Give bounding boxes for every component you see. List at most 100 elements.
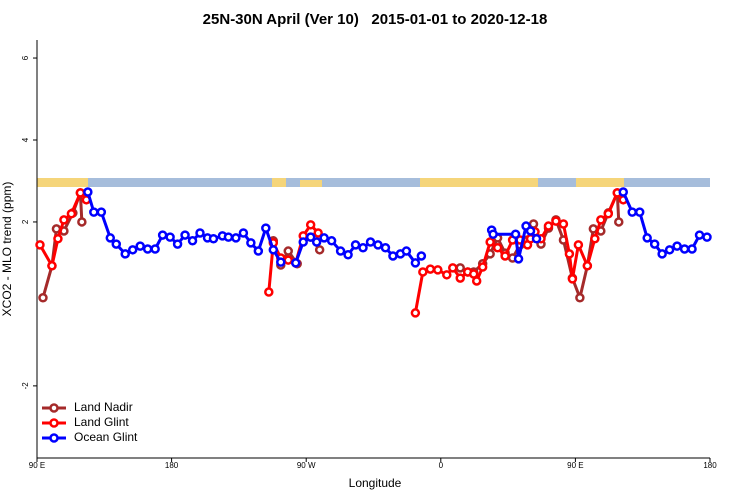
x-tick-label: 90 E bbox=[29, 461, 45, 470]
data-point bbox=[596, 215, 606, 225]
land-strip bbox=[420, 178, 538, 187]
chart-title: 25N-30N April (Ver 10) 2015-01-01 to 202… bbox=[203, 11, 548, 28]
data-point bbox=[425, 264, 436, 274]
data-point bbox=[350, 240, 361, 250]
data-point bbox=[35, 240, 45, 250]
data-point bbox=[492, 243, 503, 253]
legend-label: Land Glint bbox=[74, 415, 129, 429]
data-point bbox=[343, 249, 353, 260]
data-point bbox=[53, 234, 63, 244]
data-point bbox=[111, 239, 122, 249]
data-point bbox=[187, 236, 198, 246]
legend-label: Ocean Glint bbox=[74, 430, 138, 444]
data-point bbox=[59, 215, 69, 225]
data-point bbox=[290, 258, 301, 268]
data-point bbox=[231, 233, 241, 243]
y-axis-label: XCO2 - MLO trend (ppm) bbox=[0, 182, 14, 317]
data-point bbox=[614, 217, 624, 227]
data-point bbox=[314, 245, 325, 255]
data-point bbox=[276, 257, 286, 267]
x-tick-label: 90 W bbox=[297, 461, 316, 470]
data-point bbox=[238, 228, 249, 238]
data-point bbox=[477, 262, 488, 272]
data-point bbox=[195, 228, 205, 238]
data-point bbox=[455, 263, 465, 273]
data-point bbox=[603, 209, 614, 219]
data-point bbox=[105, 233, 116, 243]
data-point bbox=[500, 251, 510, 261]
data-point bbox=[264, 287, 274, 297]
data-point bbox=[96, 207, 107, 217]
data-point bbox=[455, 273, 465, 283]
legend-marker bbox=[49, 418, 59, 428]
data-point bbox=[525, 226, 536, 236]
ocean-strip bbox=[37, 178, 710, 187]
data-point bbox=[326, 236, 337, 246]
data-point bbox=[388, 251, 398, 261]
data-point bbox=[246, 238, 256, 248]
data-point bbox=[75, 188, 86, 198]
data-point bbox=[694, 230, 705, 240]
data-point bbox=[433, 265, 443, 275]
data-point bbox=[142, 244, 153, 254]
data-point bbox=[77, 217, 87, 227]
data-point bbox=[679, 244, 690, 254]
data-point bbox=[657, 249, 667, 259]
data-point bbox=[365, 237, 376, 247]
data-point bbox=[531, 234, 542, 244]
data-point bbox=[305, 232, 316, 242]
data-point bbox=[573, 240, 584, 250]
data-point bbox=[208, 234, 219, 244]
data-point bbox=[180, 230, 190, 240]
x-tick-label: 180 bbox=[165, 461, 179, 470]
data-point bbox=[83, 187, 93, 197]
data-point bbox=[416, 251, 427, 261]
data-point bbox=[672, 241, 682, 251]
data-point bbox=[627, 207, 637, 217]
data-point bbox=[283, 246, 294, 256]
land-strip bbox=[37, 178, 88, 187]
data-point bbox=[702, 232, 712, 242]
data-point bbox=[380, 243, 391, 253]
data-point bbox=[283, 255, 294, 265]
data-point bbox=[66, 209, 77, 219]
data-point bbox=[410, 258, 421, 268]
map-strip bbox=[37, 178, 710, 187]
data-point bbox=[38, 293, 48, 303]
data-point bbox=[150, 244, 160, 254]
data-point bbox=[373, 240, 383, 250]
data-point bbox=[358, 243, 368, 253]
x-tick-label: 0 bbox=[439, 461, 444, 470]
land-strip bbox=[272, 178, 286, 187]
data-point bbox=[410, 308, 421, 318]
y-tick-label: 2 bbox=[21, 219, 30, 224]
data-point bbox=[135, 241, 145, 251]
data-point bbox=[618, 187, 629, 197]
y-tick-label: 6 bbox=[21, 55, 30, 60]
data-point bbox=[47, 261, 57, 271]
data-point bbox=[575, 293, 585, 303]
data-point bbox=[253, 246, 264, 256]
data-point bbox=[558, 219, 569, 229]
data-point bbox=[401, 246, 412, 256]
data-point bbox=[319, 233, 329, 243]
data-point bbox=[268, 245, 279, 255]
data-point bbox=[590, 234, 600, 244]
data-point bbox=[165, 232, 175, 242]
data-point bbox=[687, 244, 697, 254]
data-point bbox=[634, 207, 645, 217]
x-tick-label: 180 bbox=[703, 461, 717, 470]
x-axis-label: Longitude bbox=[349, 476, 402, 490]
land-strip bbox=[300, 180, 322, 187]
data-point bbox=[305, 220, 316, 230]
legend-marker bbox=[49, 433, 59, 443]
data-point bbox=[89, 207, 99, 217]
data-point bbox=[418, 267, 428, 277]
data-point bbox=[488, 229, 498, 239]
data-point bbox=[311, 237, 322, 247]
data-point bbox=[335, 246, 346, 256]
legend-marker bbox=[49, 403, 59, 413]
data-point bbox=[510, 229, 521, 239]
data-point bbox=[442, 270, 452, 280]
